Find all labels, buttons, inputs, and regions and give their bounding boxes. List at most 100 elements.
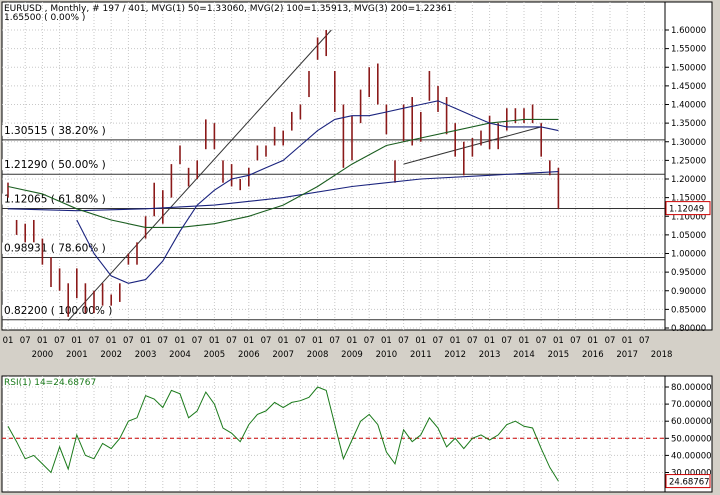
price-y-tick-label: 1.45000 <box>671 82 706 92</box>
price-panel <box>1 1 713 331</box>
time-year-label: 2002 <box>100 350 122 360</box>
time-month-label: 07 <box>226 336 237 346</box>
price-y-tick-label: 1.55000 <box>671 45 706 55</box>
rsi-y-tick-label: 70.00000 <box>671 400 712 410</box>
time-month-label: 07 <box>123 336 134 346</box>
rsi-panel <box>1 375 713 493</box>
price-y-tick-label: 1.20000 <box>671 175 706 185</box>
time-month-label: 07 <box>467 336 478 346</box>
top-level-label: 1.65500 ( 0.00% ) <box>4 13 85 23</box>
price-y-tick-label: 0.85000 <box>671 305 706 315</box>
time-month-label: 07 <box>605 336 616 346</box>
main-header: EURUSD , Monthly, # 197 / 401, MVG(1) 50… <box>4 4 452 14</box>
time-month-label: 07 <box>570 336 581 346</box>
trendline <box>67 29 332 321</box>
time-month-label: 01 <box>37 336 48 346</box>
time-year-label: 2000 <box>32 350 54 360</box>
time-month-label: 01 <box>347 336 358 346</box>
time-month-label: 01 <box>484 336 495 346</box>
time-year-label: 2016 <box>582 350 604 360</box>
time-month-label: 01 <box>140 336 151 346</box>
time-month-label: 07 <box>89 336 100 346</box>
fib-label-bg <box>2 193 113 205</box>
price-y-tick-label: 1.25000 <box>671 156 706 166</box>
rsi-last-box <box>665 474 711 489</box>
time-month-label: 01 <box>278 336 289 346</box>
ma100-line <box>7 118 559 228</box>
time-month-label: 01 <box>622 336 633 346</box>
time-year-label: 2009 <box>341 350 363 360</box>
price-y-tick-label: 1.50000 <box>671 63 706 73</box>
rsi-y-axis: 80.00000 70.00000 60.00000 50.00000 40.00000… <box>665 383 712 489</box>
time-month-label: 01 <box>553 336 564 346</box>
rsi-last-label: 24.68767 <box>669 478 710 488</box>
time-month-label: 01 <box>243 336 254 346</box>
time-month-label: 07 <box>398 336 409 346</box>
time-month-label: 07 <box>639 336 650 346</box>
time-month-label: 07 <box>501 336 512 346</box>
time-month-label: 01 <box>519 336 530 346</box>
time-month-label: 07 <box>295 336 306 346</box>
time-year-label: 2008 <box>307 350 329 360</box>
fib-level-label: 0.82200 ( 100.00% ) <box>4 305 112 317</box>
fib-level-label: 0.98931 ( 78.60% ) <box>4 242 106 254</box>
ma50-line <box>76 100 559 284</box>
rsi-header: RSI(1) 14=24.68767 <box>4 378 96 388</box>
time-month-label: 07 <box>192 336 203 346</box>
time-month-label: 01 <box>175 336 186 346</box>
price-y-tick-label: 1.60000 <box>671 26 706 36</box>
price-y-tick-label: 1.00000 <box>671 250 706 260</box>
time-year-label: 2005 <box>204 350 226 360</box>
moving-averages <box>7 100 559 284</box>
time-month-label: 01 <box>71 336 82 346</box>
time-month-label: 01 <box>415 336 426 346</box>
time-axis: 01 07 01 07 01 07 01 07 01 07 01 07 01 07 01 07 01 07 01 07… <box>3 336 673 360</box>
time-year-label: 2011 <box>410 350 432 360</box>
time-year-label: 2015 <box>548 350 570 360</box>
rsi-series-line <box>7 386 559 482</box>
fib-label-bg <box>2 124 113 136</box>
time-month-label: 01 <box>450 336 461 346</box>
time-month-label: 01 <box>106 336 117 346</box>
time-year-label: 2018 <box>651 350 673 360</box>
price-y-axis: 1.60000 1.55000 1.50000 1.45000 1.40000 1.350… <box>665 26 711 334</box>
time-year-label: 2007 <box>272 350 294 360</box>
price-y-tick-label: 1.40000 <box>671 101 706 111</box>
time-month-label: 01 <box>381 336 392 346</box>
time-month-label: 01 <box>3 336 14 346</box>
fib-level-label: 1.21290 ( 50.00% ) <box>4 159 106 171</box>
rsi-line <box>7 386 559 482</box>
time-year-label: 2012 <box>444 350 466 360</box>
rsi-y-tick-label: 30.00000 <box>671 469 712 479</box>
price-y-tick-label: 1.35000 <box>671 119 706 129</box>
price-y-tick-label: 0.95000 <box>671 268 706 278</box>
time-year-label: 2017 <box>616 350 638 360</box>
price-y-tick-label: 1.05000 <box>671 231 706 241</box>
fib-label-bg <box>2 242 113 254</box>
time-month-label: 07 <box>536 336 547 346</box>
time-year-label: 2006 <box>238 350 260 360</box>
time-year-label: 2014 <box>513 350 535 360</box>
fib-label-bg <box>2 159 113 171</box>
time-month-label: 01 <box>209 336 220 346</box>
time-month-label: 01 <box>312 336 323 346</box>
time-month-label: 01 <box>587 336 598 346</box>
time-month-label: 07 <box>261 336 272 346</box>
ma200-line <box>7 171 559 212</box>
price-y-tick-label: 1.10000 <box>671 212 706 222</box>
time-month-label: 07 <box>157 336 168 346</box>
time-month-label: 07 <box>20 336 31 346</box>
time-year-label: 2013 <box>479 350 501 360</box>
time-year-label: 2010 <box>376 350 398 360</box>
price-y-tick-label: 1.30000 <box>671 138 706 148</box>
rsi-y-tick-label: 50.00000 <box>671 434 712 444</box>
price-y-tick-label: 1.15000 <box>671 194 706 204</box>
time-year-label: 2003 <box>135 350 157 360</box>
time-year-label: 2001 <box>66 350 88 360</box>
last-price-box <box>665 201 711 216</box>
rsi-y-tick-label: 40.00000 <box>671 451 712 461</box>
rsi-y-tick-label: 80.00000 <box>671 383 712 393</box>
time-year-label: 2004 <box>169 350 191 360</box>
price-y-tick-label: 0.90000 <box>671 287 706 297</box>
